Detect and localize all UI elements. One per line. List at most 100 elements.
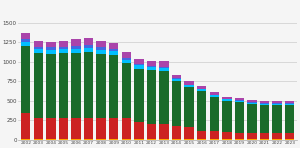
Bar	[172, 126, 181, 139]
Bar	[260, 133, 269, 139]
Bar	[109, 55, 118, 118]
Bar	[34, 49, 43, 53]
Bar	[222, 101, 232, 132]
Bar	[34, 139, 43, 140]
Bar	[197, 86, 206, 89]
Bar	[109, 118, 118, 139]
Bar	[71, 46, 81, 49]
Bar	[272, 105, 282, 133]
Bar	[247, 100, 257, 102]
Bar	[159, 68, 169, 71]
Bar	[272, 133, 282, 139]
Bar	[147, 67, 156, 70]
Bar	[285, 105, 294, 133]
Bar	[235, 102, 244, 133]
Bar	[59, 47, 68, 49]
Bar	[172, 139, 181, 140]
Bar	[21, 33, 30, 39]
Bar	[247, 102, 257, 103]
Bar	[222, 96, 232, 99]
Bar	[96, 54, 106, 118]
Bar	[260, 105, 269, 133]
Bar	[96, 50, 106, 54]
Bar	[59, 49, 68, 53]
Bar	[272, 139, 282, 140]
Bar	[209, 95, 219, 97]
Bar	[285, 133, 294, 139]
Bar	[184, 127, 194, 139]
Bar	[46, 139, 56, 140]
Bar	[84, 118, 93, 139]
Bar	[96, 118, 106, 139]
Bar	[59, 118, 68, 139]
Bar	[46, 54, 56, 118]
Bar	[109, 43, 118, 49]
Bar	[197, 139, 206, 140]
Bar	[247, 139, 257, 140]
Bar	[59, 139, 68, 140]
Bar	[184, 139, 194, 140]
Bar	[34, 47, 43, 49]
Bar	[184, 86, 194, 87]
Bar	[34, 41, 43, 47]
Bar	[260, 139, 269, 140]
Bar	[21, 46, 30, 113]
Bar	[260, 104, 269, 105]
Bar	[247, 103, 257, 104]
Bar	[134, 122, 144, 139]
Bar	[122, 118, 131, 139]
Bar	[184, 81, 194, 85]
Bar	[71, 49, 81, 53]
Bar	[84, 38, 93, 45]
Bar	[147, 66, 156, 67]
Bar	[134, 59, 144, 64]
Bar	[84, 48, 93, 52]
Bar	[59, 53, 68, 118]
Bar	[59, 41, 68, 47]
Bar	[159, 61, 169, 67]
Bar	[122, 63, 131, 118]
Bar	[21, 113, 30, 139]
Bar	[159, 124, 169, 139]
Bar	[260, 101, 269, 103]
Bar	[71, 118, 81, 139]
Bar	[235, 139, 244, 140]
Bar	[21, 39, 30, 42]
Bar	[21, 139, 30, 140]
Bar	[235, 133, 244, 139]
Bar	[21, 42, 30, 46]
Bar	[247, 133, 257, 139]
Bar	[235, 100, 244, 101]
Bar	[197, 131, 206, 139]
Bar	[285, 103, 294, 104]
Bar	[84, 52, 93, 118]
Bar	[285, 101, 294, 103]
Bar	[272, 104, 282, 105]
Bar	[222, 99, 232, 101]
Bar	[147, 61, 156, 66]
Bar	[235, 101, 244, 102]
Bar	[222, 132, 232, 139]
Bar	[46, 118, 56, 139]
Bar	[209, 97, 219, 131]
Bar	[122, 52, 131, 58]
Bar	[222, 139, 232, 140]
Bar	[46, 47, 56, 50]
Bar	[209, 131, 219, 139]
Bar	[96, 139, 106, 140]
Bar	[109, 139, 118, 140]
Bar	[209, 139, 219, 140]
Bar	[172, 81, 181, 126]
Bar	[134, 69, 144, 122]
Bar	[184, 85, 194, 86]
Bar	[46, 42, 56, 47]
Bar	[46, 50, 56, 54]
Bar	[71, 39, 81, 46]
Bar	[159, 71, 169, 124]
Bar	[122, 60, 131, 63]
Bar	[285, 139, 294, 140]
Bar	[247, 104, 257, 133]
Bar	[197, 89, 206, 91]
Bar	[235, 98, 244, 100]
Bar	[285, 104, 294, 105]
